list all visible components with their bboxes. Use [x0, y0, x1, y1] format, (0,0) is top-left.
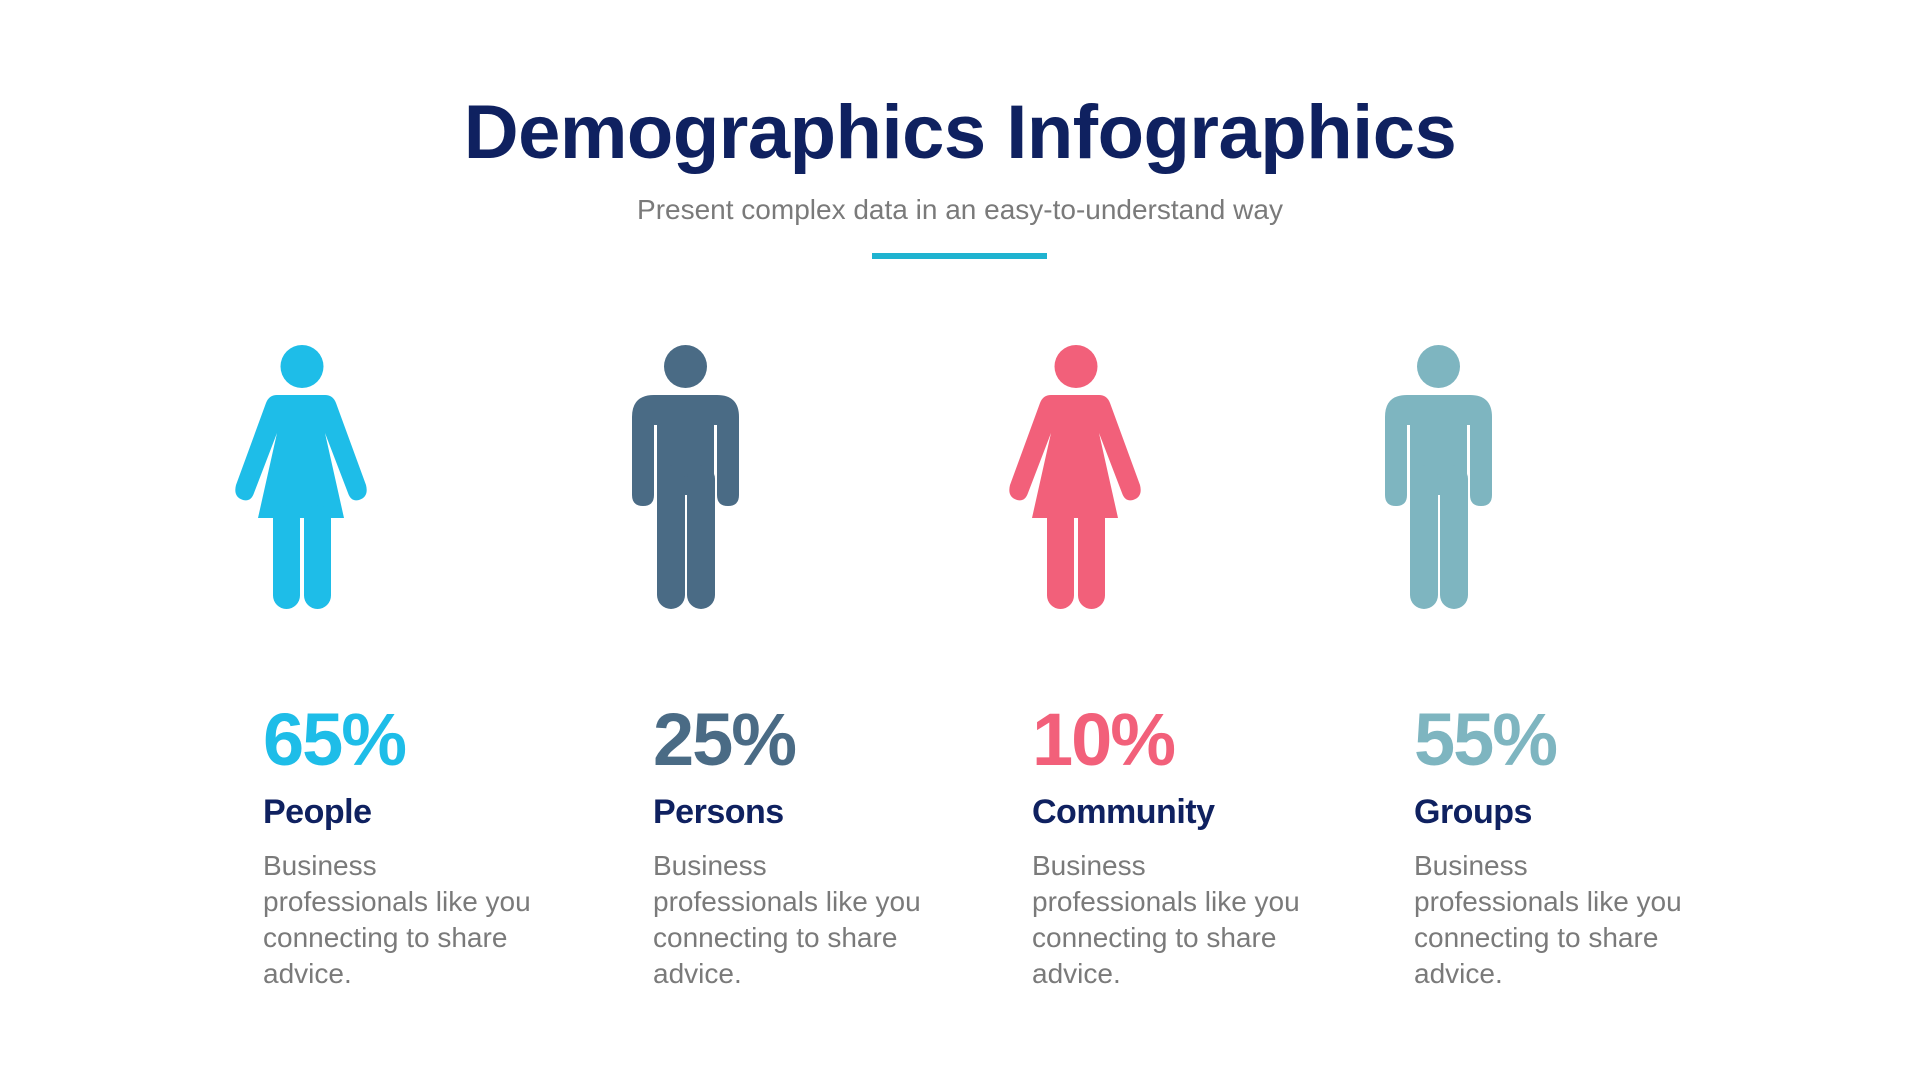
female-person-icon — [233, 345, 369, 609]
stat-column-people: 65% People Business professionals like y… — [263, 700, 593, 992]
stat-percent: 10% — [1032, 698, 1176, 781]
male-person-icon — [1385, 345, 1492, 609]
stat-description: Business professionals like you connecti… — [653, 850, 921, 989]
stat-column-community: 10% Community Business professionals lik… — [1032, 700, 1362, 992]
stat-percent: 25% — [653, 698, 797, 781]
stat-label: Groups — [1414, 793, 1532, 831]
female-person-icon — [1007, 345, 1143, 609]
title-underline-divider — [872, 253, 1047, 259]
male-person-icon-svg — [632, 345, 739, 609]
stat-description: Business professionals like you connecti… — [263, 850, 531, 989]
stat-description: Business professionals like you connecti… — [1414, 850, 1682, 989]
page-subtitle: Present complex data in an easy-to-under… — [637, 194, 1283, 225]
stat-description: Business professionals like you connecti… — [1032, 850, 1300, 989]
stat-percent: 65% — [263, 698, 407, 781]
stat-label: People — [263, 793, 372, 831]
stat-column-groups: 55% Groups Business professionals like y… — [1414, 700, 1744, 992]
stat-percent: 55% — [1414, 698, 1558, 781]
male-person-icon-svg — [1385, 345, 1492, 609]
male-person-icon — [632, 345, 739, 609]
female-person-icon-svg — [235, 345, 367, 609]
page-title: Demographics Infographics — [463, 90, 1457, 175]
stat-label: Persons — [653, 793, 784, 831]
female-person-icon-svg — [1009, 345, 1141, 609]
stat-label: Community — [1032, 793, 1215, 831]
stat-column-persons: 25% Persons Business professionals like … — [653, 700, 983, 992]
